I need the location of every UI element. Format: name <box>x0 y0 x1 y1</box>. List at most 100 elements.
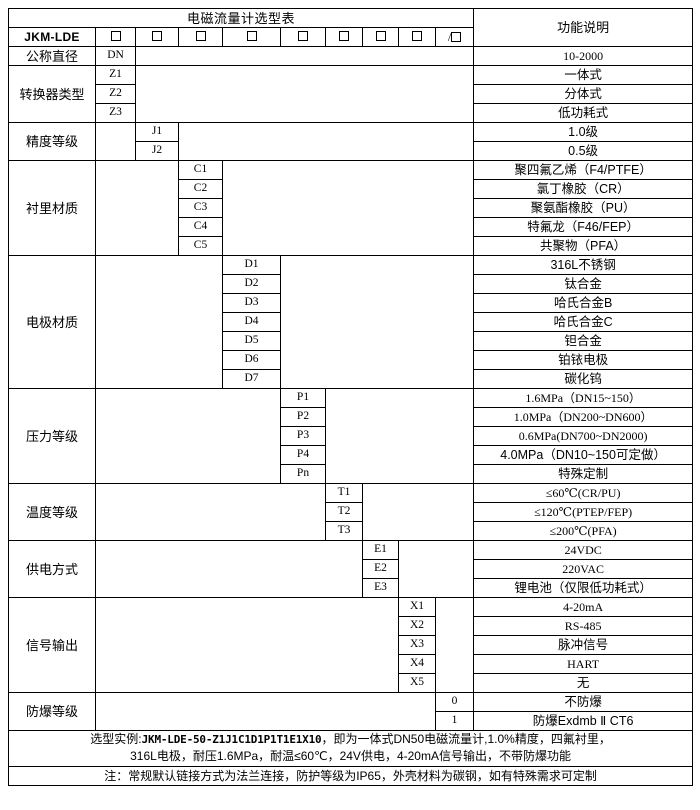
option-code-7-1[interactable]: E2 <box>362 559 399 579</box>
option-code-4-2[interactable]: D3 <box>222 293 281 313</box>
table-row: 信号输出 X1 4-20mA <box>8 597 694 693</box>
option-code-1-1[interactable]: Z2 <box>95 84 136 104</box>
code-checkbox-cell-6[interactable] <box>362 27 399 47</box>
category-label-4: 电极材质 <box>8 255 96 389</box>
option-code-8-0[interactable]: X1 <box>398 597 436 617</box>
option-code-5-4[interactable]: Pn <box>280 464 326 484</box>
option-code-6-0[interactable]: T1 <box>325 483 363 503</box>
option-code-5-0[interactable]: P1 <box>280 388 326 408</box>
code-checkbox-cell-4[interactable] <box>280 27 326 47</box>
table-title-row: 电磁流量计选型表 功能说明 <box>7 8 694 47</box>
category-label-0: 公称直径 <box>8 46 96 66</box>
option-code-5-1[interactable]: P2 <box>280 407 326 427</box>
checkbox-icon[interactable] <box>152 31 162 42</box>
checkbox-icon[interactable] <box>339 31 349 42</box>
footer-note-row: 注：常规默认链接方式为法兰连接，防护等级为IP65，外壳材料为碳钢，如有特殊需求… <box>7 765 694 786</box>
table-row: 精度等级 J1 1.0级 <box>8 122 694 161</box>
option-description-3-1: 氯丁橡胶（CR） <box>473 179 694 199</box>
checkbox-icon[interactable] <box>375 31 386 42</box>
option-code-7-2[interactable]: E3 <box>362 578 399 598</box>
option-description-1-0: 一体式 <box>473 65 694 85</box>
table-row: X4 HART <box>9 654 694 674</box>
option-code-2-0[interactable]: J1 <box>135 122 179 142</box>
option-code-6-1[interactable]: T2 <box>325 502 363 522</box>
option-description-6-1: ≤120℃(PTEP/FEP) <box>473 502 694 522</box>
option-description-1-1: 分体式 <box>473 84 694 104</box>
option-code-4-5[interactable]: D6 <box>222 350 281 370</box>
code-checkbox-cell-2[interactable] <box>178 27 223 47</box>
option-code-8-4[interactable]: X5 <box>398 673 436 693</box>
option-code-9-0[interactable]: 0 <box>434 692 475 712</box>
option-code-7-0[interactable]: E1 <box>362 540 399 560</box>
option-description-3-2: 聚氨酯橡胶（PU） <box>473 198 694 218</box>
code-checkbox-cell-7[interactable] <box>398 27 436 47</box>
left-blank-cell-9 <box>95 692 436 731</box>
option-code-3-4[interactable]: C5 <box>178 236 223 256</box>
option-description-4-6: 碳化钨 <box>473 369 694 389</box>
option-code-5-2[interactable]: P3 <box>280 426 326 446</box>
option-description-8-2: 脉冲信号 <box>473 635 694 655</box>
code-checkbox-cell-8[interactable]: / <box>434 27 475 47</box>
option-description-4-1: 钛合金 <box>473 274 694 294</box>
option-code-3-1[interactable]: C2 <box>178 179 223 199</box>
option-description-8-4: 无 <box>473 673 694 693</box>
left-blank-cell-5 <box>95 388 281 484</box>
table-row: 转换器类型 Z1 一体式 <box>8 65 694 123</box>
code-checkbox-cell-3[interactable] <box>222 27 281 47</box>
function-description-header: 功能说明 <box>473 8 694 47</box>
table-row: 电极材质 D1 316L不锈钢 <box>8 255 694 389</box>
option-code-9-1[interactable]: 1 <box>434 711 475 731</box>
option-code-2-1[interactable]: J2 <box>135 141 179 161</box>
table-row: 防爆等级 0 不防爆 <box>8 692 694 731</box>
code-checkbox-cell-0[interactable] <box>95 27 136 47</box>
right-blank-cell-5 <box>324 388 475 484</box>
code-checkbox-cell-1[interactable] <box>135 27 179 47</box>
category-label-7: 供电方式 <box>8 540 96 598</box>
option-description-4-4: 钽合金 <box>473 331 694 351</box>
option-code-3-3[interactable]: C4 <box>178 217 223 237</box>
option-code-8-1[interactable]: X2 <box>398 616 436 636</box>
checkbox-icon[interactable] <box>110 31 121 42</box>
option-description-8-1: RS-485 <box>473 616 694 636</box>
option-description-5-2: 0.6MPa(DN700~DN2000) <box>473 426 694 446</box>
option-code-6-2[interactable]: T3 <box>325 521 363 541</box>
checkbox-icon[interactable] <box>195 31 206 42</box>
category-label-6: 温度等级 <box>8 483 96 541</box>
table-row: 压力等级 P1 1.6MPa（DN15~150） <box>8 388 694 484</box>
option-code-5-3[interactable]: P4 <box>280 445 326 465</box>
table-row: P2 1.0MPa（DN200~DN600） <box>9 407 694 427</box>
example-model-code: JKM-LDE-50-Z1J1C1D1P1T1E1X10 <box>141 733 322 746</box>
category-label-9: 防爆等级 <box>8 692 96 731</box>
option-description-2-1: 0.5级 <box>473 141 694 161</box>
option-code-8-2[interactable]: X3 <box>398 635 436 655</box>
code-checkbox-cell-5[interactable] <box>325 27 363 47</box>
left-blank-cell-3 <box>95 160 179 256</box>
option-code-4-4[interactable]: D5 <box>222 331 281 351</box>
option-description-3-3: 特氟龙（F46/FEP） <box>473 217 694 237</box>
option-description-0-0: 10-2000 <box>473 46 694 66</box>
option-code-1-2[interactable]: Z3 <box>95 103 136 123</box>
right-blank-cell-8 <box>434 597 475 693</box>
checkbox-icon[interactable] <box>298 31 308 42</box>
option-code-4-3[interactable]: D4 <box>222 312 281 332</box>
option-code-3-2[interactable]: C3 <box>178 198 223 218</box>
option-code-1-0[interactable]: Z1 <box>95 65 136 85</box>
option-code-4-1[interactable]: D2 <box>222 274 281 294</box>
option-code-8-3[interactable]: X4 <box>398 654 436 674</box>
checkbox-icon[interactable] <box>412 31 422 42</box>
selection-example-text: 选型实例:JKM-LDE-50-Z1J1C1D1P1T1E1X10，即为一体式D… <box>7 730 694 767</box>
right-blank-cell-4 <box>279 255 475 389</box>
table-row: X2 RS-485 <box>9 616 694 636</box>
checkbox-icon[interactable] <box>451 31 462 42</box>
option-code-3-0[interactable]: C1 <box>178 160 223 180</box>
option-code-4-0[interactable]: D1 <box>222 255 281 275</box>
table-row: D4 哈氏合金C <box>9 312 694 332</box>
checkbox-icon[interactable] <box>246 31 257 42</box>
option-description-4-3: 哈氏合金C <box>473 312 694 332</box>
option-code-4-6[interactable]: D7 <box>222 369 281 389</box>
option-description-9-0: 不防爆 <box>473 692 694 712</box>
left-blank-cell-8 <box>95 597 399 693</box>
footer-example-row: 选型实例:JKM-LDE-50-Z1J1C1D1P1T1E1X10，即为一体式D… <box>7 730 694 767</box>
option-description-7-2: 锂电池（仅限低功耗式） <box>473 578 694 598</box>
